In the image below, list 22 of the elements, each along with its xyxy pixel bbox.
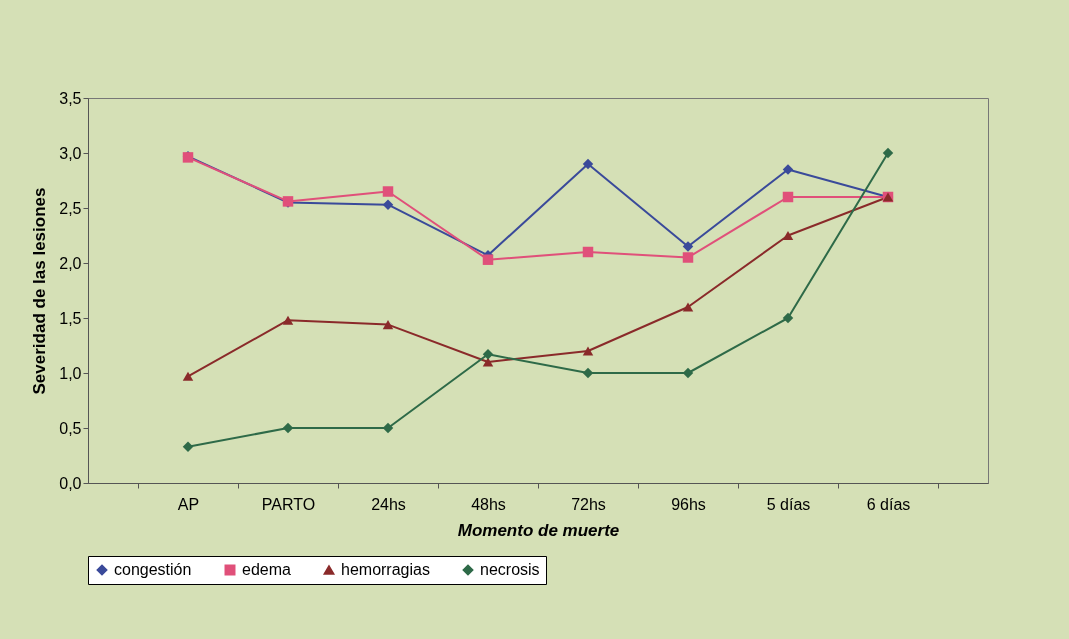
y-tick-label: 3,5: [59, 89, 82, 107]
x-tick-label: AP: [177, 495, 200, 513]
x-tick-label: 96hs: [671, 495, 706, 513]
x-tick-label: 72hs: [571, 495, 606, 513]
x-tick-label: 6 días: [866, 495, 911, 513]
x-tick-label: 48hs: [471, 495, 506, 513]
x-tick-label: PARTO: [261, 495, 316, 513]
y-axis-title: Severidad de las lesiones: [30, 187, 50, 395]
legend-label: hemorragias: [341, 561, 430, 578]
y-tick-label: 2,0: [59, 254, 82, 272]
legend-label: edema: [242, 561, 292, 578]
x-tick-label: 24hs: [371, 495, 406, 513]
legend-label: necrosis: [480, 561, 540, 578]
y-tick-label: 2,5: [59, 199, 82, 217]
y-tick-label: 1,5: [59, 309, 82, 327]
y-tick-label: 0,5: [59, 419, 82, 437]
legend-label: congestión: [114, 561, 192, 578]
x-axis-title: Momento de muerte: [457, 520, 620, 540]
y-tick-label: 0,0: [59, 474, 82, 492]
x-tick-label: 5 días: [766, 495, 811, 513]
y-tick-label: 3,0: [59, 144, 82, 162]
y-tick-label: 1,0: [59, 364, 82, 382]
